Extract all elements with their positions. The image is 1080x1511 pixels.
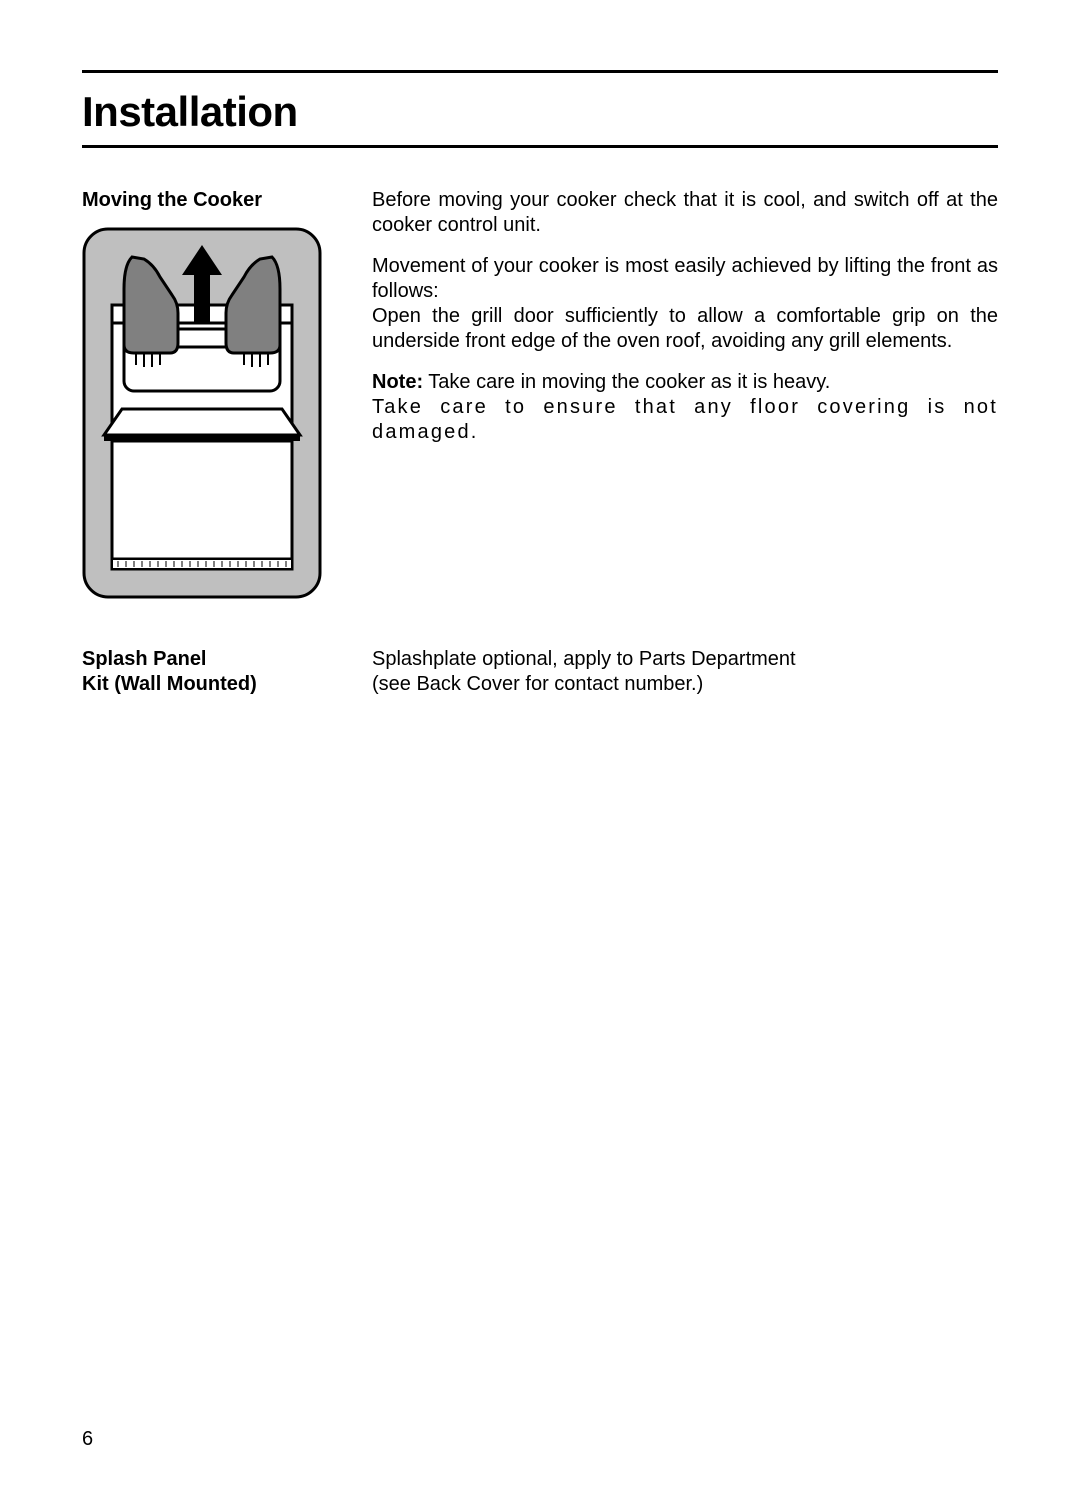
- page-title: Installation: [82, 73, 998, 145]
- section2-body: Splashplate optional, apply to Parts Dep…: [372, 647, 998, 697]
- section1-note: Note: Take care in moving the cooker as …: [372, 370, 998, 395]
- section1-p1: Before moving your cooker check that it …: [372, 188, 998, 238]
- section2-p1: Splashplate optional, apply to Parts Dep…: [372, 647, 998, 672]
- note-label: Note:: [372, 371, 423, 393]
- section1-p2a: Movement of your cooker is most easily a…: [372, 254, 998, 304]
- section2-heading-l1: Splash Panel: [82, 647, 352, 672]
- manual-page: Installation Moving the Cooker: [0, 0, 1080, 1511]
- section1-heading: Moving the Cooker: [82, 188, 352, 213]
- cooker-illustration: [82, 227, 322, 599]
- section1-p2b: Open the grill door sufficiently to allo…: [372, 304, 998, 354]
- section1-body: Before moving your cooker check that it …: [372, 188, 998, 599]
- section1-p3: Take care to ensure that any floor cover…: [372, 395, 998, 445]
- note-text: Take care in moving the cooker as it is …: [423, 371, 830, 393]
- section1-left: Moving the Cooker: [82, 188, 352, 599]
- page-number: 6: [82, 1428, 93, 1451]
- content-grid: Moving the Cooker: [82, 188, 998, 697]
- cooker-illustration-svg: [82, 227, 322, 599]
- title-rule: [82, 145, 998, 148]
- section2-heading-l2: Kit (Wall Mounted): [82, 672, 352, 697]
- section2-left: Splash Panel Kit (Wall Mounted): [82, 647, 352, 697]
- section2-p2: (see Back Cover for contact number.): [372, 672, 998, 697]
